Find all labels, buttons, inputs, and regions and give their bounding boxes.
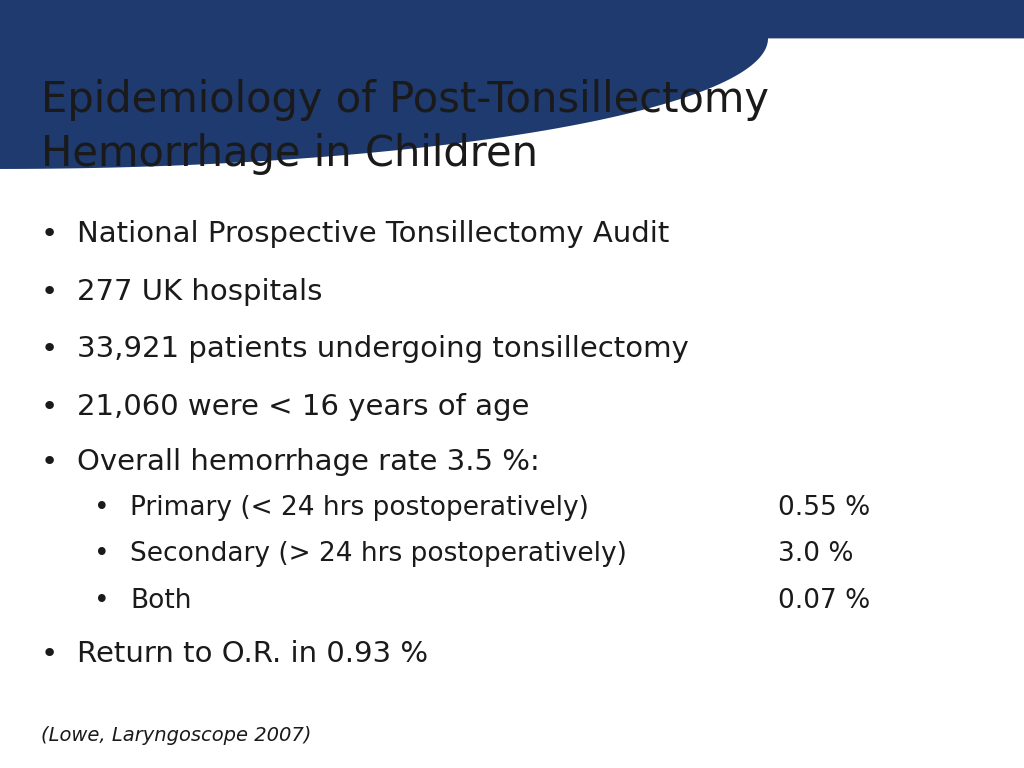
Text: National Prospective Tonsillectomy Audit: National Prospective Tonsillectomy Audit bbox=[77, 220, 669, 248]
Text: Secondary (> 24 hrs postoperatively): Secondary (> 24 hrs postoperatively) bbox=[130, 541, 627, 568]
Text: •: • bbox=[41, 449, 58, 476]
Text: •: • bbox=[94, 588, 110, 614]
Text: Hemorrhage in Children: Hemorrhage in Children bbox=[41, 133, 538, 174]
Text: (Lowe, Laryngoscope 2007): (Lowe, Laryngoscope 2007) bbox=[41, 727, 311, 745]
Text: Primary (< 24 hrs postoperatively): Primary (< 24 hrs postoperatively) bbox=[130, 495, 589, 521]
Text: •: • bbox=[41, 278, 58, 306]
Text: •: • bbox=[41, 393, 58, 421]
Text: 0.55 %: 0.55 % bbox=[778, 495, 870, 521]
Text: Return to O.R. in 0.93 %: Return to O.R. in 0.93 % bbox=[77, 641, 428, 668]
Text: •: • bbox=[41, 336, 58, 363]
Text: Overall hemorrhage rate 3.5 %:: Overall hemorrhage rate 3.5 %: bbox=[77, 449, 540, 476]
Text: 21,060 were < 16 years of age: 21,060 were < 16 years of age bbox=[77, 393, 529, 421]
Polygon shape bbox=[0, 0, 1024, 169]
Text: 33,921 patients undergoing tonsillectomy: 33,921 patients undergoing tonsillectomy bbox=[77, 336, 689, 363]
Text: 0.07 %: 0.07 % bbox=[778, 588, 870, 614]
Text: •: • bbox=[94, 541, 110, 568]
Text: •: • bbox=[41, 220, 58, 248]
Text: 3.0 %: 3.0 % bbox=[778, 541, 854, 568]
Text: Epidemiology of Post-Tonsillectomy: Epidemiology of Post-Tonsillectomy bbox=[41, 79, 769, 121]
Text: 277 UK hospitals: 277 UK hospitals bbox=[77, 278, 323, 306]
Text: Both: Both bbox=[130, 588, 191, 614]
Text: •: • bbox=[41, 641, 58, 668]
Text: •: • bbox=[94, 495, 110, 521]
